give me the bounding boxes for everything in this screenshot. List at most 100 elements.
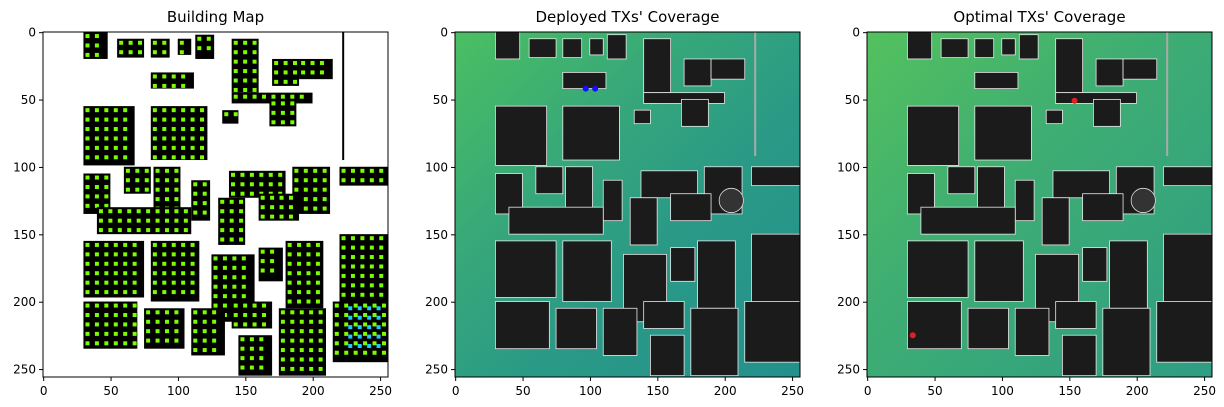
- grid-point: [299, 310, 304, 315]
- highlight-point: [367, 325, 372, 330]
- grid-point: [104, 331, 109, 336]
- grid-point: [85, 43, 90, 48]
- grid-point: [132, 242, 137, 247]
- grid-point: [190, 242, 195, 247]
- grid-point: [301, 70, 306, 75]
- grid-point: [280, 110, 285, 115]
- panel-2: Deployed TXs' Coverage 0 0 50 50 100 100 150 150…: [425, 8, 804, 398]
- grid-point: [293, 70, 298, 75]
- grid-point: [372, 341, 377, 346]
- x-tick-label: 0: [40, 384, 48, 398]
- building: [1093, 98, 1121, 127]
- building: [947, 166, 976, 195]
- grid-point: [113, 155, 118, 160]
- grid-point: [132, 271, 137, 276]
- highlight-point: [348, 325, 353, 330]
- grid-point: [252, 303, 257, 308]
- building: [1122, 58, 1158, 80]
- grid-point: [344, 313, 349, 318]
- grid-point: [350, 255, 355, 260]
- grid-point: [146, 218, 151, 223]
- grid-point: [222, 256, 227, 261]
- grid-point: [249, 172, 254, 177]
- grid-point: [290, 310, 295, 315]
- grid-point: [318, 357, 323, 362]
- grid-point: [152, 145, 157, 150]
- grid-point: [202, 329, 207, 334]
- grid-point: [274, 70, 279, 75]
- grid-point: [146, 329, 151, 334]
- grid-point: [369, 236, 374, 241]
- grid-point: [117, 218, 122, 223]
- grid-point: [94, 331, 99, 336]
- grid-point: [85, 271, 90, 276]
- grid-point: [360, 178, 365, 183]
- grid-point: [249, 191, 254, 196]
- grid-point: [171, 145, 176, 150]
- grid-point: [152, 280, 157, 285]
- grid-point: [162, 117, 167, 122]
- grid-point: [260, 195, 265, 200]
- grid-point: [297, 271, 302, 276]
- grid-point: [123, 145, 128, 150]
- grid-point: [85, 280, 90, 285]
- grid-point: [104, 184, 109, 189]
- grid-point: [369, 292, 374, 297]
- grid-point: [379, 236, 384, 241]
- grid-point: [334, 322, 339, 327]
- grid-point: [174, 168, 179, 173]
- y-tick-label: 50: [433, 93, 448, 107]
- grid-point: [233, 94, 238, 99]
- grid-point: [94, 242, 99, 247]
- grid-point: [233, 87, 238, 92]
- grid-point: [123, 136, 128, 141]
- grid-point: [290, 101, 295, 106]
- building: [606, 34, 627, 60]
- grid-point: [297, 261, 302, 266]
- grid-point: [171, 242, 176, 247]
- grid-point: [313, 178, 318, 183]
- building: [1156, 301, 1213, 363]
- grid-point: [287, 290, 292, 295]
- grid-point: [162, 136, 167, 141]
- axes-frame: [42, 31, 389, 378]
- grid-point: [252, 40, 257, 45]
- grid-point: [85, 184, 90, 189]
- grid-point: [138, 50, 143, 55]
- grid-point: [113, 341, 118, 346]
- grid-point: [270, 249, 275, 254]
- grid-point: [155, 228, 160, 233]
- building: [602, 179, 623, 222]
- grid-point: [341, 264, 346, 269]
- building: [562, 105, 620, 161]
- building: [528, 38, 557, 59]
- grid-point: [117, 228, 122, 233]
- x-tick-label: 200: [1126, 384, 1149, 398]
- grid-point: [232, 284, 237, 289]
- grid-point: [152, 108, 157, 113]
- grid-point: [299, 366, 304, 371]
- grid-point: [104, 313, 109, 318]
- grid-point: [155, 310, 160, 315]
- grid-point: [350, 236, 355, 241]
- grid-point: [146, 209, 151, 214]
- building: [974, 38, 995, 59]
- grid-point: [162, 74, 167, 79]
- grid-point: [85, 175, 90, 180]
- grid-point: [162, 108, 167, 113]
- grid-point: [315, 252, 320, 257]
- highlight-point: [357, 344, 362, 349]
- building: [83, 240, 145, 298]
- grid-point: [280, 329, 285, 334]
- grid-point: [181, 108, 186, 113]
- grid-point: [113, 117, 118, 122]
- grid-point: [229, 228, 234, 233]
- grid-point: [183, 228, 188, 233]
- grid-point: [85, 303, 90, 308]
- grid-point: [243, 50, 248, 55]
- highlight-point: [367, 315, 372, 320]
- round-building: [718, 187, 744, 213]
- building: [562, 240, 612, 302]
- grid-point: [202, 348, 207, 353]
- grid-point: [318, 338, 323, 343]
